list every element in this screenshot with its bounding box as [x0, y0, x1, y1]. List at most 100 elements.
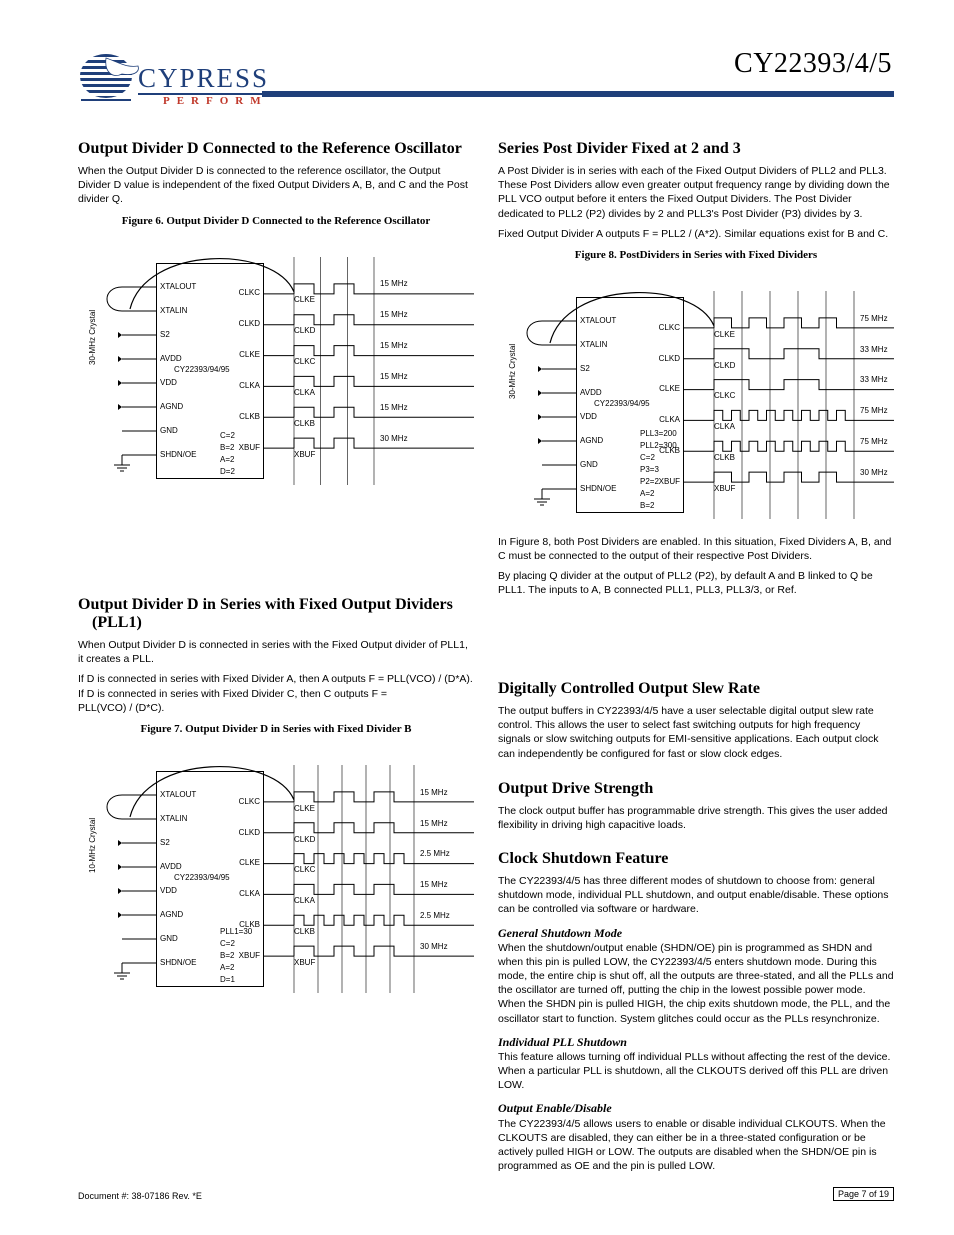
body-text: The clock output buffer has programmable… [498, 804, 894, 832]
clock-label: CLKD [294, 326, 315, 335]
clock-freq-label: 15 MHz [380, 372, 408, 381]
pin-label-left: S2 [580, 364, 590, 373]
pin-label-left: AVDD [160, 354, 182, 363]
body-text: When Output Divider D is connected in se… [78, 638, 474, 666]
clock-freq-label: 15 MHz [380, 403, 408, 412]
signal-label: B=2 [220, 443, 234, 452]
signal-label: PLL2=300 [640, 441, 677, 450]
pin-label-right: CLKD [659, 354, 680, 363]
clock-freq-label: 15 MHz [380, 279, 408, 288]
clock-freq-label: 2.5 MHz [420, 849, 450, 858]
footer-doc-id: Document #: 38-07186 Rev. *E [78, 1191, 202, 1201]
body-text: The CY22393/4/5 has three different mode… [498, 874, 894, 917]
pin-label-left: XTALIN [160, 814, 187, 823]
pin-label-right: CLKE [659, 384, 680, 393]
clock-freq-label: 75 MHz [860, 406, 888, 415]
clock-freq-label: 75 MHz [860, 314, 888, 323]
pin-label-left: XTALOUT [580, 316, 616, 325]
subsection-title: Individual PLL Shutdown [498, 1034, 894, 1050]
subsection-title: Output Enable/Disable [498, 1100, 894, 1116]
clock-freq-label: 15 MHz [420, 819, 448, 828]
body-text: This feature allows turning off individu… [498, 1050, 894, 1093]
clock-label: CLKD [714, 361, 735, 370]
clock-freq-label: 15 MHz [420, 788, 448, 797]
body-text: Fixed Output Divider A outputs F = PLL2 … [498, 227, 894, 241]
pin-label-right: XBUF [239, 443, 260, 452]
signal-label: D=2 [220, 467, 235, 476]
header-rule [262, 91, 894, 97]
clock-label: XBUF [294, 450, 315, 459]
section-title: Series Post Divider Fixed at 2 and 3 [498, 140, 894, 158]
part-number: CY22393/4/5 [734, 48, 892, 80]
clock-label: CLKB [294, 419, 315, 428]
clock-freq-label: 30 MHz [380, 434, 408, 443]
clock-label: CLKE [294, 804, 315, 813]
body-text: A Post Divider is in series with each of… [498, 164, 894, 221]
pin-label-left: SHDN/OE [160, 450, 196, 459]
section-slew-rate: Digitally Controlled Output Slew Rate Th… [498, 680, 894, 761]
pin-label-left: GND [580, 460, 598, 469]
clock-label: CLKC [294, 357, 315, 366]
pin-label-left: SHDN/OE [580, 484, 616, 493]
pin-label-right: CLKE [239, 858, 260, 867]
body-text: When the shutdown/output enable (SHDN/OE… [498, 941, 894, 1026]
section-title: Clock Shutdown Feature [498, 850, 894, 868]
pin-label-right: CLKE [239, 350, 260, 359]
clock-freq-label: 15 MHz [380, 341, 408, 350]
clock-freq-label: 33 MHz [860, 345, 888, 354]
pin-label-left: VDD [160, 886, 177, 895]
header: CYPRESS PERFORM CY22393/4/5 [78, 48, 894, 124]
pin-label-right: CLKC [659, 323, 680, 332]
figure-7-diagram: CY22393/94/95 10-MHz Crystal XTALOUTXTAL… [78, 743, 474, 1003]
body-text: The CY22393/4/5 allows users to enable o… [498, 1117, 894, 1174]
signal-label: A=2 [640, 489, 654, 498]
section-title: Output Divider D Connected to the Refere… [78, 140, 474, 158]
pin-label-left: XTALIN [160, 306, 187, 315]
pin-label-left: AGND [580, 436, 603, 445]
clock-label: CLKB [714, 453, 735, 462]
pin-label-right: CLKA [239, 889, 260, 898]
signal-label: B=2 [220, 951, 234, 960]
clock-label: CLKA [294, 896, 315, 905]
clock-label: CLKD [294, 835, 315, 844]
clock-label: CLKE [294, 295, 315, 304]
section-series-post-divider: Series Post Divider Fixed at 2 and 3 A P… [498, 140, 894, 598]
clock-label: CLKC [294, 865, 315, 874]
clock-freq-label: 15 MHz [420, 880, 448, 889]
pin-label-right: CLKB [239, 412, 260, 421]
section-title: Digitally Controlled Output Slew Rate [498, 680, 894, 698]
clock-freq-label: 75 MHz [860, 437, 888, 446]
section-output-divider-d-ref: Output Divider D Connected to the Refere… [78, 140, 474, 495]
signal-label: P2=2 [640, 477, 659, 486]
page-number: Page 7 of 19 [833, 1187, 894, 1201]
signal-label: C=2 [220, 431, 235, 440]
figure-caption: Figure 8. PostDividers in Series with Fi… [498, 249, 894, 261]
clock-label: CLKC [714, 391, 735, 400]
clock-label: CLKB [294, 927, 315, 936]
section-clock-shutdown: Clock Shutdown Feature The CY22393/4/5 h… [498, 850, 894, 1173]
pin-label-left: S2 [160, 838, 170, 847]
body-text: If D is connected in series with Fixed D… [78, 672, 474, 715]
body-text: In Figure 8, both Post Dividers are enab… [498, 535, 894, 563]
pin-label-left: VDD [160, 378, 177, 387]
clock-freq-label: 15 MHz [380, 310, 408, 319]
figure-6-diagram: CY22393/94/95 30-MHz Crystal XTALOUTXTAL… [78, 235, 474, 495]
signal-label: A=2 [220, 455, 234, 464]
signal-label: D=1 [220, 975, 235, 984]
pin-label-right: XBUF [239, 951, 260, 960]
cypress-logo: CYPRESS PERFORM [78, 48, 262, 124]
signal-label: PLL1=30 [220, 927, 252, 936]
pin-label-left: SHDN/OE [160, 958, 196, 967]
clock-label: XBUF [714, 484, 735, 493]
pin-label-right: CLKD [239, 828, 260, 837]
clock-freq-label: 33 MHz [860, 375, 888, 384]
pin-label-right: CLKC [239, 797, 260, 806]
body-text: By placing Q divider at the output of PL… [498, 569, 894, 597]
signal-label: PLL3=200 [640, 429, 677, 438]
logo-tagline: PERFORM [163, 95, 268, 107]
pin-label-left: AVDD [580, 388, 602, 397]
pin-label-right: XBUF [659, 477, 680, 486]
pin-label-right: CLKD [239, 319, 260, 328]
pin-label-left: XTALIN [580, 340, 607, 349]
signal-label: C=2 [220, 939, 235, 948]
